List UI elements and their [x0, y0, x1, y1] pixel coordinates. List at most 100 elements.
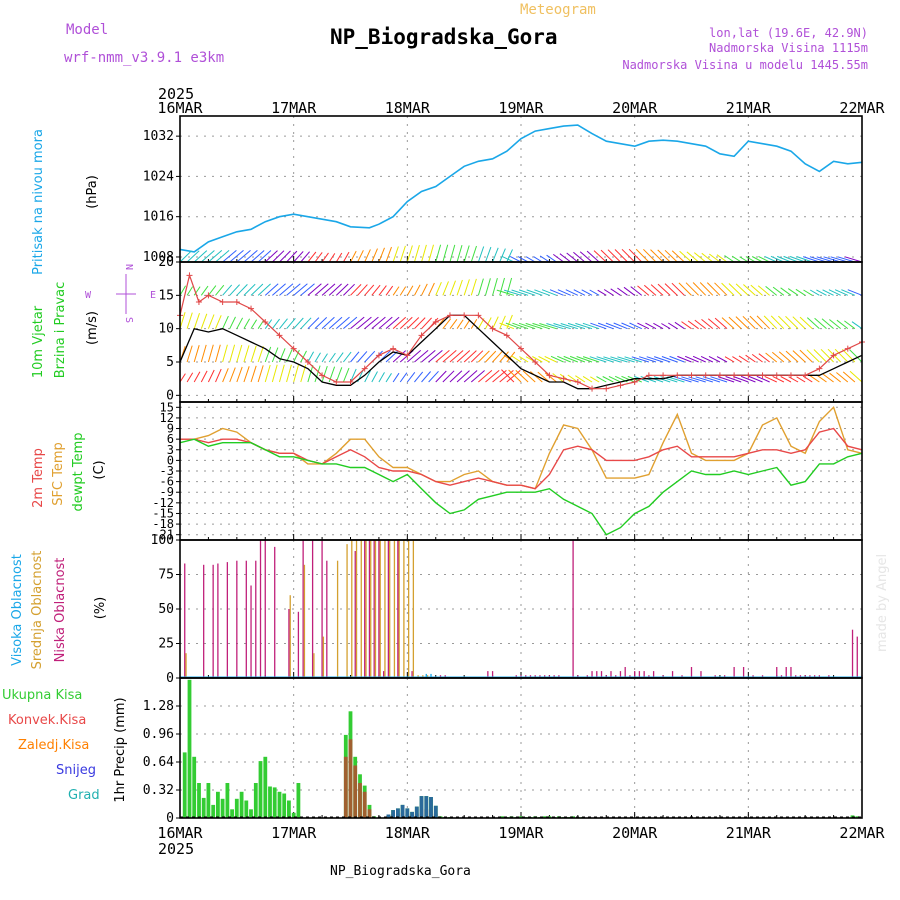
wind-arrow — [617, 287, 628, 296]
wind-arrow — [602, 376, 614, 383]
panel-frame-4 — [179, 677, 863, 819]
wind-gust-marker — [347, 379, 354, 385]
wind-arrow — [546, 323, 564, 330]
wind-arrow — [777, 255, 792, 263]
wind-arrow — [714, 317, 728, 330]
wind-arrow — [321, 365, 328, 383]
precip-bar — [197, 783, 201, 818]
wind-gust-marker — [674, 372, 681, 379]
wind-arrow — [511, 355, 522, 363]
wind-arrow — [559, 373, 572, 383]
wind-arrow — [257, 250, 272, 263]
wind-arrow — [725, 376, 742, 383]
wind-arrow — [765, 352, 778, 363]
wind-arrow — [834, 348, 849, 363]
precip-bar — [268, 786, 272, 818]
wind-arrow — [758, 255, 770, 263]
wind-gust-marker — [787, 372, 794, 379]
wind-arrow — [569, 355, 586, 363]
wind-arrow — [645, 322, 657, 330]
wind-arrow — [442, 370, 455, 383]
wind-arrow — [740, 375, 756, 383]
wind-arrow — [650, 249, 664, 263]
wind-arrow — [378, 316, 393, 330]
wind-arrow — [692, 355, 706, 363]
wind-arrow — [470, 278, 477, 296]
wind-arrow — [603, 289, 614, 296]
model-label: Model — [66, 22, 108, 38]
wind-arrow — [621, 322, 635, 330]
ytick-precip-1: 0.32 — [143, 783, 174, 798]
wind-arrow — [200, 344, 207, 363]
wind-arrow — [364, 316, 379, 330]
wind-arrow — [428, 370, 439, 383]
wind-arrow — [179, 285, 187, 296]
wind-arrow — [477, 246, 485, 263]
wind-arrow — [449, 319, 458, 329]
wind-gust-marker — [816, 365, 823, 372]
wind-gust-marker — [475, 312, 482, 319]
ytick-pressure-2: 1024 — [143, 169, 174, 184]
wind-arrow — [279, 283, 294, 296]
wind-arrow — [596, 376, 607, 383]
footer-station: NP_Biogradska_Gora — [330, 864, 471, 879]
wind-arrow — [519, 356, 529, 363]
wind-arrow — [222, 344, 228, 363]
year-bottom: 2025 — [158, 840, 194, 858]
wind-arrow — [806, 349, 820, 363]
wind-arrow — [610, 288, 621, 296]
wind-arrow — [456, 370, 470, 383]
wind-arrow — [399, 316, 413, 330]
wind-arrow — [830, 256, 848, 263]
wind-arrow — [271, 347, 279, 363]
wind-arrow — [272, 250, 285, 263]
ytick-wind-2: 10 — [158, 322, 174, 337]
wind-arrow — [590, 322, 607, 330]
wind-arrow — [553, 253, 564, 263]
precip-bar — [348, 739, 353, 819]
wind-arrow — [456, 319, 464, 329]
ytick-temperature-8: 3 — [167, 443, 174, 457]
wind-arrow — [814, 317, 827, 330]
precip-bar — [429, 797, 433, 818]
wind-arrow — [549, 289, 564, 296]
wind-arrow — [589, 289, 600, 296]
wind-arrow — [787, 288, 799, 296]
wind-arrow — [414, 371, 424, 383]
wind-arrow — [750, 284, 763, 296]
wind-arrow — [792, 316, 806, 330]
wind-arrow — [821, 318, 834, 330]
wind-arrow — [286, 364, 292, 383]
wind-arrow — [208, 285, 217, 296]
precip-bar — [419, 796, 424, 818]
wind-arrow — [222, 250, 237, 263]
wind-arrow — [449, 370, 463, 383]
ytick-temperature-0: -21 — [152, 528, 174, 542]
wind-arrow — [250, 365, 257, 383]
wind-arrow — [724, 356, 735, 363]
precip-bar — [187, 679, 192, 819]
wind-arrow — [809, 289, 820, 296]
precip-bar — [287, 800, 291, 818]
wind-arrow — [803, 256, 820, 263]
wind-gust-marker — [333, 379, 340, 385]
wind-arrow — [706, 282, 721, 296]
precip-bar — [211, 804, 216, 818]
ytick-precip-2: 0.64 — [143, 755, 174, 770]
wind-arrow — [406, 245, 413, 263]
wind-arrow — [731, 255, 742, 263]
wind-arrow — [293, 364, 299, 383]
precip-bar — [519, 816, 523, 819]
wind-arrow — [512, 322, 529, 330]
precip-bar — [258, 761, 263, 818]
wind-arrow — [250, 250, 265, 263]
wind-arrow — [321, 353, 328, 363]
wind-arrow — [442, 244, 449, 263]
wind-arrow — [371, 284, 381, 296]
precip-bar — [253, 783, 258, 818]
wind-arrow — [575, 322, 593, 330]
cloud-mid-title: Srednja Oblacnost — [30, 551, 45, 670]
pressure-line — [179, 124, 863, 253]
wind-arrow — [575, 375, 586, 383]
wind-arrow — [343, 316, 358, 330]
